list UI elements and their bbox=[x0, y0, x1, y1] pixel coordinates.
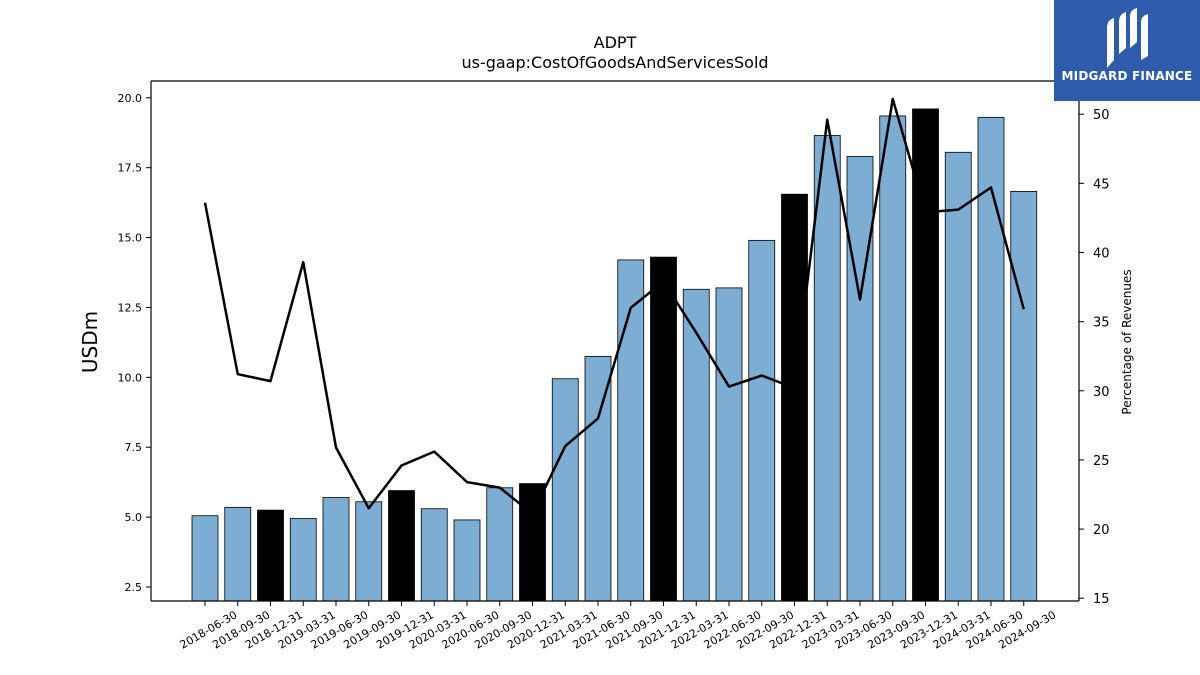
percentage-line bbox=[203, 97, 1025, 516]
brand-logo: MIDGARD FINANCE bbox=[1054, 0, 1200, 101]
bar bbox=[453, 519, 481, 602]
bar bbox=[912, 108, 939, 602]
midgard-m-logo-icon bbox=[1107, 8, 1148, 68]
y-tick-label: 12.5 bbox=[118, 301, 143, 314]
y-tick-label: 7.5 bbox=[125, 441, 143, 454]
y-tick-label: 2.5 bbox=[125, 581, 143, 594]
y2-tick-label: 25 bbox=[1093, 454, 1110, 469]
bar bbox=[322, 497, 350, 602]
y-tick-label: 5.0 bbox=[125, 511, 143, 524]
bar bbox=[289, 518, 317, 602]
bars-group bbox=[191, 108, 1038, 602]
bar bbox=[879, 115, 907, 602]
bar bbox=[584, 355, 612, 602]
y-axis-label: USDm bbox=[78, 311, 102, 373]
bar bbox=[813, 135, 841, 602]
y2-tick-label: 35 bbox=[1093, 316, 1110, 331]
bar bbox=[224, 506, 252, 602]
bar bbox=[781, 193, 808, 602]
bar bbox=[650, 256, 677, 602]
y2-tick-label: 30 bbox=[1093, 385, 1110, 400]
y2-axis-label: Percentage of Revenues bbox=[1120, 269, 1134, 414]
y-tick-label: 17.5 bbox=[118, 162, 143, 175]
y2-tick-label: 50 bbox=[1093, 108, 1110, 123]
bar bbox=[617, 259, 645, 602]
y-tick-label: 15.0 bbox=[118, 232, 143, 245]
y2-tick-label: 20 bbox=[1093, 523, 1110, 538]
bar bbox=[846, 156, 874, 602]
bar bbox=[486, 487, 514, 602]
y2-tick-label: 45 bbox=[1093, 177, 1110, 192]
y2-tick-label: 40 bbox=[1093, 246, 1110, 261]
bar bbox=[191, 515, 219, 602]
bar bbox=[420, 508, 448, 602]
y-tick-label: 10.0 bbox=[118, 371, 143, 384]
bar bbox=[977, 116, 1005, 602]
chart-title: ADPT bbox=[594, 33, 637, 52]
bar bbox=[355, 501, 383, 602]
bar bbox=[551, 378, 579, 602]
bar bbox=[748, 239, 776, 602]
brand-name: MIDGARD FINANCE bbox=[1061, 69, 1193, 83]
bar bbox=[257, 509, 284, 602]
y2-tick-label: 15 bbox=[1093, 592, 1110, 607]
bar bbox=[519, 483, 546, 602]
bar bbox=[682, 288, 710, 602]
chart-subtitle: us-gaap:CostOfGoodsAndServicesSold bbox=[461, 53, 768, 72]
bar bbox=[388, 490, 415, 602]
bar bbox=[715, 287, 743, 602]
bar bbox=[1010, 191, 1038, 602]
bar bbox=[944, 151, 972, 602]
y-tick-label: 20.0 bbox=[118, 92, 143, 105]
